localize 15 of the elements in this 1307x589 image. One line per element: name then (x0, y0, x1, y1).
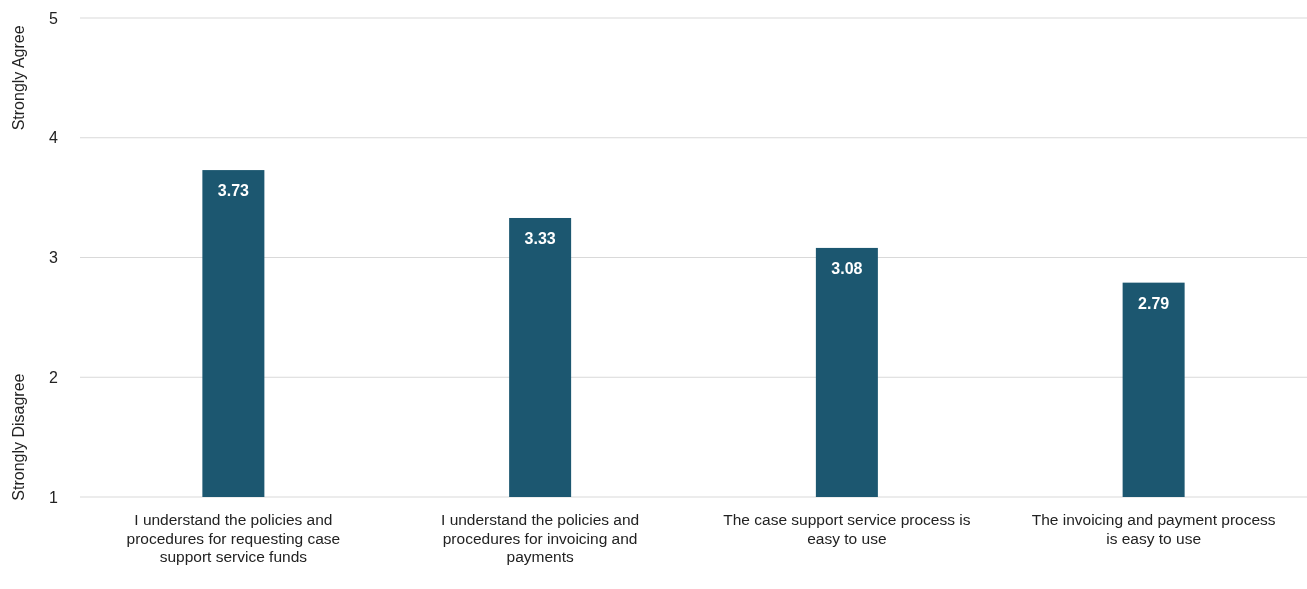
y-tick-label: 3 (49, 249, 59, 267)
y-tick-label: 4 (49, 129, 59, 147)
data-label: 2.79 (1138, 294, 1170, 312)
data-label: 3.73 (217, 182, 250, 200)
data-label: 3.33 (524, 229, 556, 247)
y-tick-label: 5 (49, 9, 59, 27)
x-tick-label: I understand the policies and procedures for requesting case support service funds (126, 511, 341, 566)
text: Strongly Disagree (10, 373, 27, 501)
x-tick-label: The case support service process is easy to use (723, 511, 971, 547)
x-tick-label: The invoicing and payment process is easy to use (1031, 511, 1276, 547)
y-tick-label: 2 (49, 368, 59, 386)
x-tick-label: I understand the policies and procedures for invoicing and payments (441, 511, 640, 566)
text: Strongly Agree (10, 25, 27, 131)
y-tick-label: 1 (49, 488, 59, 506)
data-label: 3.08 (831, 259, 863, 277)
